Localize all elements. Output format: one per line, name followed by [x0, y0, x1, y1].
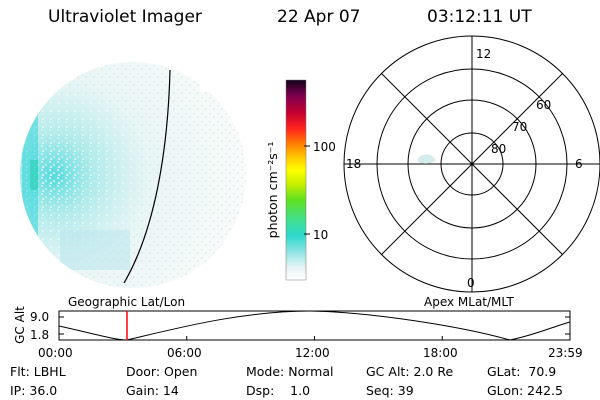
polar-label-bottom: 0 — [467, 276, 475, 290]
x-tick-label: 00:00 — [38, 346, 73, 360]
time-label: 03:12:11 UT — [427, 7, 532, 27]
polar-label-right: 6 — [575, 157, 583, 171]
info-door: Door: Open — [126, 364, 198, 379]
polar-lat-60: 60 — [536, 98, 552, 112]
polar-aurora-patch — [418, 154, 436, 164]
info-filter: Flt: LBHL — [10, 364, 66, 379]
info-gain: Gain: 14 — [126, 383, 179, 398]
x-tick-label: 06:00 — [167, 346, 202, 360]
polar-lat-80: 80 — [491, 142, 507, 156]
auroral-image — [20, 62, 246, 288]
geographic-title: Geographic Lat/Lon — [68, 295, 186, 309]
gc-alt-axis-label: GC Alt — [13, 306, 27, 344]
x-tick-label: 18:00 — [423, 346, 458, 360]
info-mode: Mode: Normal — [246, 364, 334, 379]
polar-label-top: 12 — [476, 47, 492, 61]
colorbar — [285, 79, 307, 281]
info-gc-alt: GC Alt: 2.0 Re — [366, 364, 454, 379]
polar-grid — [343, 35, 600, 293]
altitude-curve — [58, 310, 571, 341]
colorbar-tick-10: 10 — [313, 228, 329, 242]
date-label: 22 Apr 07 — [277, 7, 361, 27]
info-ip: IP: 36.0 — [10, 383, 58, 398]
info-glat: GLat: 70.9 — [487, 364, 557, 379]
x-tick-label: 12:00 — [295, 346, 330, 360]
instrument-title: Ultraviolet Imager — [48, 7, 202, 27]
polar-label-left: 18 — [346, 157, 362, 171]
info-seq: Seq: 39 — [366, 383, 414, 398]
polar-lat-70: 70 — [512, 120, 528, 134]
info-glon: GLon: 242.5 — [487, 383, 563, 398]
y-tick-1.8: 1.8 — [30, 328, 50, 342]
info-dsp: Dsp: 1.0 — [246, 383, 311, 398]
apex-title: Apex MLat/MLT — [424, 295, 514, 309]
terminator-line — [123, 69, 171, 284]
colorbar-unit-label: photon cm⁻²s⁻¹ — [264, 141, 280, 239]
y-tick-9: 9.0 — [30, 310, 50, 324]
x-tick-label: 23:59 — [548, 346, 583, 360]
colorbar-tick-100: 100 — [313, 140, 336, 154]
